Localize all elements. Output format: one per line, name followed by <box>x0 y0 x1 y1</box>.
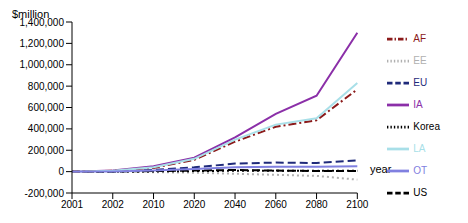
svg-text:400,000: 400,000 <box>28 123 65 134</box>
svg-text:600,000: 600,000 <box>28 102 65 113</box>
svg-text:2080: 2080 <box>305 199 328 210</box>
svg-text:2100: 2100 <box>346 199 369 210</box>
svg-text:2060: 2060 <box>265 199 288 210</box>
svg-text:2002: 2002 <box>102 199 125 210</box>
html-text:$million: $million <box>12 8 50 20</box>
svg-text:2010: 2010 <box>142 199 165 210</box>
svg-text:2001: 2001 <box>61 199 84 210</box>
html-text:Korea: Korea <box>413 120 440 132</box>
svg-text:2040: 2040 <box>224 199 247 210</box>
svg-text:2020: 2020 <box>183 199 206 210</box>
html-text:year: year <box>370 163 392 175</box>
svg-text:1,200,000: 1,200,000 <box>20 38 65 49</box>
svg-text:-200,000: -200,000 <box>25 188 65 199</box>
html-text:LA: LA <box>413 142 426 154</box>
html-text:EU: EU <box>413 76 428 88</box>
html-text:AF: AF <box>413 32 427 44</box>
html-text:OT: OT <box>413 164 428 176</box>
svg-text:800,000: 800,000 <box>28 81 65 92</box>
html-text:IA: IA <box>413 98 423 110</box>
svg-text:1,400,000: 1,400,000 <box>20 17 65 28</box>
svg-text:200,000: 200,000 <box>28 145 65 156</box>
html-text:EE: EE <box>413 54 427 66</box>
html-text:US: US <box>413 186 428 198</box>
svg-text:1,000,000: 1,000,000 <box>20 59 65 70</box>
svg-text:0: 0 <box>58 166 64 177</box>
